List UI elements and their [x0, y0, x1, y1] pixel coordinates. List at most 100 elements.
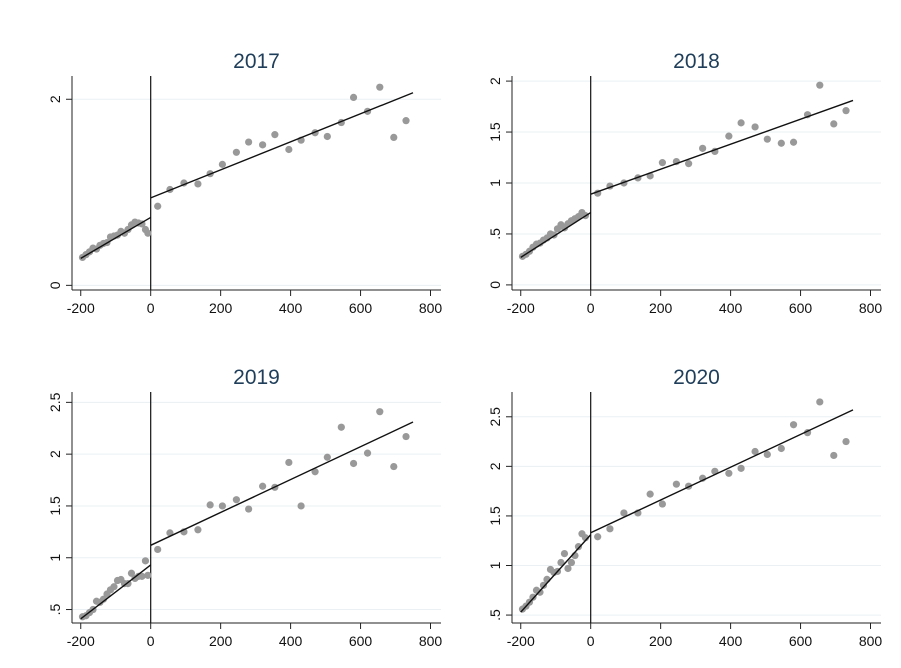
scatter-point	[138, 572, 146, 580]
fit-line-left	[80, 216, 152, 259]
scatter-point	[725, 469, 733, 477]
scatter-point	[658, 159, 666, 167]
scatter-point	[144, 229, 152, 237]
scatter-point	[144, 571, 152, 579]
scatter-point	[323, 132, 331, 141]
x-tick-label: 600	[349, 300, 373, 316]
y-tick-label: 1	[487, 179, 503, 187]
scatter-point	[567, 558, 576, 567]
x-tick-label: 600	[789, 300, 813, 316]
scatter-point	[402, 432, 410, 441]
scatter-point	[349, 93, 358, 101]
fit-line-left	[520, 534, 592, 613]
panel-title: 2020	[673, 366, 720, 389]
panel-title: 2018	[673, 50, 720, 73]
scatter-point	[620, 509, 628, 517]
fit-line-right	[150, 92, 414, 199]
scatter-point	[154, 545, 162, 554]
scatter-point	[127, 569, 136, 577]
x-tick-label: 0	[587, 300, 595, 316]
fit-line-left	[80, 564, 152, 620]
scatter-point	[777, 139, 785, 147]
y-tick-label: 2.5	[47, 392, 63, 412]
scatter-point	[830, 120, 838, 128]
scatter-point	[564, 564, 572, 573]
y-tick-label: 2	[47, 95, 63, 103]
scatter-point	[259, 141, 267, 149]
scatter-point	[557, 558, 565, 567]
x-tick-label: 800	[859, 633, 883, 649]
scatter-point	[751, 123, 759, 131]
scatter-point	[259, 482, 267, 490]
x-tick-label: -200	[507, 633, 535, 649]
scatter-point	[206, 501, 214, 509]
scatter-point	[777, 444, 785, 453]
y-tick-label: 0	[47, 281, 63, 289]
scatter-point	[285, 458, 293, 467]
x-tick-label: -200	[67, 633, 95, 649]
x-tick-label: 200	[649, 633, 673, 649]
y-tick-label: 2	[47, 450, 63, 458]
scatter-point	[363, 449, 372, 457]
scatter-point	[218, 160, 226, 168]
scatter-point	[218, 502, 226, 510]
x-tick-label: 400	[719, 300, 743, 316]
scatter-point	[646, 490, 654, 498]
scatter-point	[337, 423, 345, 431]
x-tick-label: -200	[507, 300, 535, 316]
y-tick-label: 0	[487, 281, 503, 289]
x-tick-label: -200	[67, 300, 95, 316]
x-tick-label: 400	[279, 633, 303, 649]
scatter-point	[737, 464, 745, 472]
scatter-point	[685, 160, 693, 168]
y-tick-label: 1.5	[487, 506, 503, 526]
y-tick-label: 2	[487, 77, 503, 85]
scatter-point	[232, 496, 240, 504]
x-tick-label: 600	[349, 633, 373, 649]
chart-panel-2018: 2018 0 .5 1 1.5 2 -200 0 200 400 600 800	[487, 50, 882, 316]
scatter-point	[842, 437, 850, 446]
scatter-point	[699, 144, 707, 152]
scatter-point	[658, 500, 666, 508]
y-tick-label: 1.5	[487, 122, 503, 142]
scatter-point	[349, 459, 358, 468]
fit-line-left	[520, 211, 592, 258]
x-tick-label: 800	[859, 300, 883, 316]
scatter-point	[390, 462, 398, 471]
scatter-point	[763, 135, 771, 143]
scatter-point	[529, 593, 537, 601]
scatter-point	[789, 138, 798, 146]
chart-panel-2019: 2019 .5 1 1.5 2 2.5 -200 0 200 400 600 800	[47, 366, 442, 649]
fit-line-right	[150, 421, 414, 546]
scatter-point	[574, 543, 583, 551]
scatter-point	[725, 132, 733, 140]
y-tick-label: .5	[487, 609, 503, 621]
scatter-point	[194, 526, 202, 534]
chart-panel-2017: 2017 0 2 -200 0 200 400 600 800	[47, 50, 442, 316]
y-tick-label: 1	[487, 561, 503, 569]
scatter-point	[737, 119, 745, 127]
scatter-point	[245, 505, 253, 513]
scatter-point	[285, 145, 293, 154]
x-tick-label: 200	[209, 300, 233, 316]
scatter-point	[376, 83, 384, 91]
scatter-point	[842, 107, 850, 115]
scatter-point	[376, 408, 384, 416]
scatter-point	[232, 148, 240, 156]
scatter-point	[672, 480, 680, 488]
scatter-point	[194, 180, 202, 188]
scatter-point	[594, 533, 602, 541]
x-tick-label: 800	[419, 300, 443, 316]
scatter-point	[271, 131, 279, 139]
x-tick-label: 800	[419, 633, 443, 649]
scatter-point	[245, 138, 253, 146]
panel-title: 2019	[233, 366, 280, 389]
x-tick-label: 0	[587, 633, 595, 649]
scatter-point	[390, 133, 398, 142]
scatter-point	[141, 557, 150, 565]
y-tick-label: 1	[47, 554, 63, 562]
scatter-point	[323, 453, 331, 461]
chart-panel-2020: 2020 .5 1 1.5 2 2.5 -200 0 200 400 600 800	[487, 366, 882, 649]
y-tick-label: 1.5	[47, 496, 63, 516]
